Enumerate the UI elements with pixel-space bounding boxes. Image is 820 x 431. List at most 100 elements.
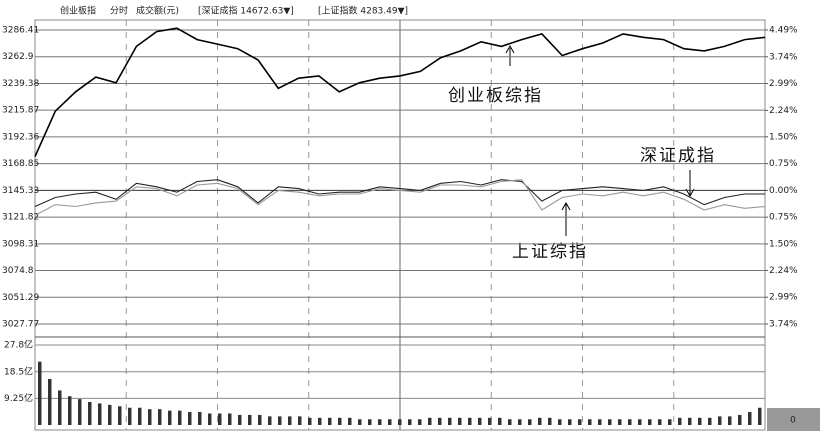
volume-bar (58, 390, 62, 425)
volume-tick-label: 9.25亿 (4, 392, 33, 404)
volume-bar (358, 419, 362, 425)
y-tick-label: 3027.77 (2, 320, 39, 330)
volume-bar (208, 413, 212, 425)
volume-bar (618, 419, 622, 425)
volume-bar (698, 417, 702, 425)
volume-bar (438, 417, 442, 425)
y-tick-label: 3074.8 (2, 266, 34, 276)
volume-bar (368, 419, 372, 425)
volume-bar (608, 419, 612, 425)
y2-tick-label: 2.24% (769, 106, 798, 116)
y2-tick-label: 2.24% (769, 266, 798, 276)
volume-bar (548, 417, 552, 425)
volume-bar (738, 414, 742, 425)
volume-bar (648, 419, 652, 425)
y-tick-label: 3168.85 (2, 159, 39, 169)
volume-bar (178, 410, 182, 425)
volume-bar (448, 417, 452, 425)
volume-bar (658, 419, 662, 425)
corner-label: 0 (790, 416, 796, 426)
volume-bar (188, 412, 192, 425)
volume-bar (708, 417, 712, 425)
y2-tick-label: 2.99% (769, 293, 798, 303)
y2-tick-label: 0.00% (769, 186, 798, 196)
volume-bar (528, 419, 532, 425)
volume-tick-label: 18.5亿 (4, 365, 33, 377)
volume-bar (488, 417, 492, 425)
annotation-arrow (561, 201, 571, 236)
y-tick-label: 3121.82 (2, 213, 39, 223)
volume-bar (198, 412, 202, 425)
y-tick-label: 3286.41 (2, 26, 39, 36)
volume-bar (108, 404, 112, 425)
y-tick-label: 3215.87 (2, 106, 39, 116)
y2-tick-label: 3.74% (769, 320, 798, 330)
volume-bar (458, 417, 462, 425)
y-tick-label: 3145.33 (2, 186, 39, 196)
volume-tick-label: 27.8亿 (4, 339, 33, 351)
y-tick-label: 3098.31 (2, 239, 39, 249)
volume-bar (508, 419, 512, 425)
y-tick-label: 3239.38 (2, 79, 39, 89)
volume-bar (688, 417, 692, 425)
volume-bar (418, 419, 422, 425)
annotation: 上证综指 (512, 242, 588, 262)
y2-tick-label: 0.75% (769, 159, 798, 169)
volume-bar (218, 413, 222, 425)
volume-bar (758, 407, 762, 425)
annotation: 深证成指 (640, 146, 716, 166)
series-line (34, 27, 766, 157)
volume-bar (598, 419, 602, 425)
volume-bar (98, 403, 102, 425)
volume-bar (678, 417, 682, 425)
volume-bar (168, 410, 172, 425)
annotation-arrow (505, 44, 515, 66)
volume-bar (308, 417, 312, 425)
series-line (34, 179, 765, 208)
volume-bar (158, 409, 162, 425)
header-label: [深证成指 14672.63▼] (198, 5, 294, 17)
volume-bar (388, 419, 392, 425)
corner-box (767, 408, 820, 431)
y-tick-label: 3262.9 (2, 52, 34, 62)
volume-bar (78, 399, 82, 425)
volume-bar (128, 407, 132, 425)
volume-bar (228, 413, 232, 425)
chart-title: 创业板指 (60, 5, 96, 17)
volume-bar (318, 417, 322, 425)
volume-bar (518, 419, 522, 425)
series-line (34, 179, 766, 216)
volume-bar (298, 416, 302, 425)
header-label: [上证指数 4283.49▼] (318, 5, 408, 17)
volume-bar (558, 419, 562, 425)
volume-bar (538, 417, 542, 425)
volume-bar (378, 419, 382, 425)
volume-bar (48, 378, 52, 425)
y2-tick-label: 0.75% (769, 213, 798, 223)
header-label: 分时 (110, 5, 128, 17)
y2-tick-label: 1.50% (769, 132, 798, 142)
y-tick-label: 3192.36 (2, 132, 39, 142)
volume-bar (428, 417, 432, 425)
volume-bar (498, 417, 502, 425)
volume-bar (568, 419, 572, 425)
volume-bar (248, 414, 252, 425)
volume-bar (398, 419, 402, 425)
volume-bar (348, 417, 352, 425)
volume-bar (148, 409, 152, 425)
volume-bar (408, 419, 412, 425)
volume-bar (468, 417, 472, 425)
y2-tick-label: 3.74% (769, 52, 798, 62)
volume-bar (578, 419, 582, 425)
volume-bar (728, 416, 732, 425)
y2-tick-label: 4.49% (769, 26, 798, 36)
volume-bar (118, 406, 122, 425)
volume-bar (38, 361, 42, 425)
volume-bar (238, 414, 242, 425)
annotation-arrow (685, 170, 695, 198)
y2-tick-label: 2.99% (769, 79, 798, 89)
volume-bar (138, 407, 142, 425)
volume-bar (258, 414, 262, 425)
volume-bar (328, 417, 332, 425)
volume-bar (668, 419, 672, 425)
